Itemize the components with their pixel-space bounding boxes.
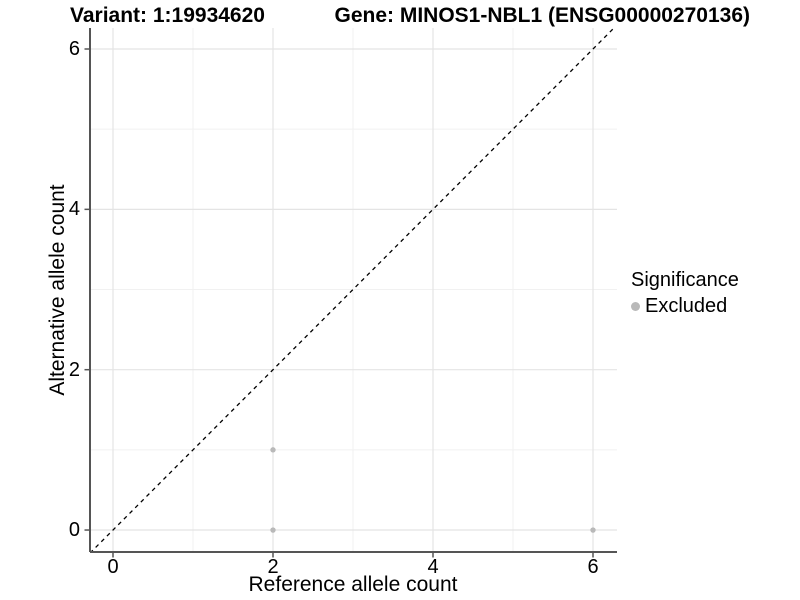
y-tick-label: 0 bbox=[68, 519, 80, 542]
legend: Significance Excluded bbox=[631, 268, 739, 318]
gene-title: Gene: MINOS1-NBL1 (ENSG00000270136) bbox=[334, 4, 751, 27]
x-tick-label: 6 bbox=[587, 556, 599, 578]
y-tick-label: 2 bbox=[68, 358, 80, 381]
excluded-dot-icon bbox=[631, 301, 640, 311]
x-tick-label: 4 bbox=[427, 556, 439, 578]
y-axis-title: Alternative allele count bbox=[46, 184, 69, 396]
y-tick-label: 6 bbox=[68, 38, 80, 60]
legend-entry-label: Excluded bbox=[645, 295, 728, 317]
variant-title: Variant: 1:19934620 bbox=[70, 4, 265, 27]
legend-entry-excluded: Excluded bbox=[631, 294, 739, 318]
x-tick-label: 0 bbox=[107, 556, 119, 578]
y-tick-label: 4 bbox=[68, 198, 80, 221]
x-tick-label: 2 bbox=[267, 556, 279, 578]
x-axis-title: Reference allele count bbox=[248, 573, 458, 596]
legend-title: Significance bbox=[631, 269, 739, 291]
